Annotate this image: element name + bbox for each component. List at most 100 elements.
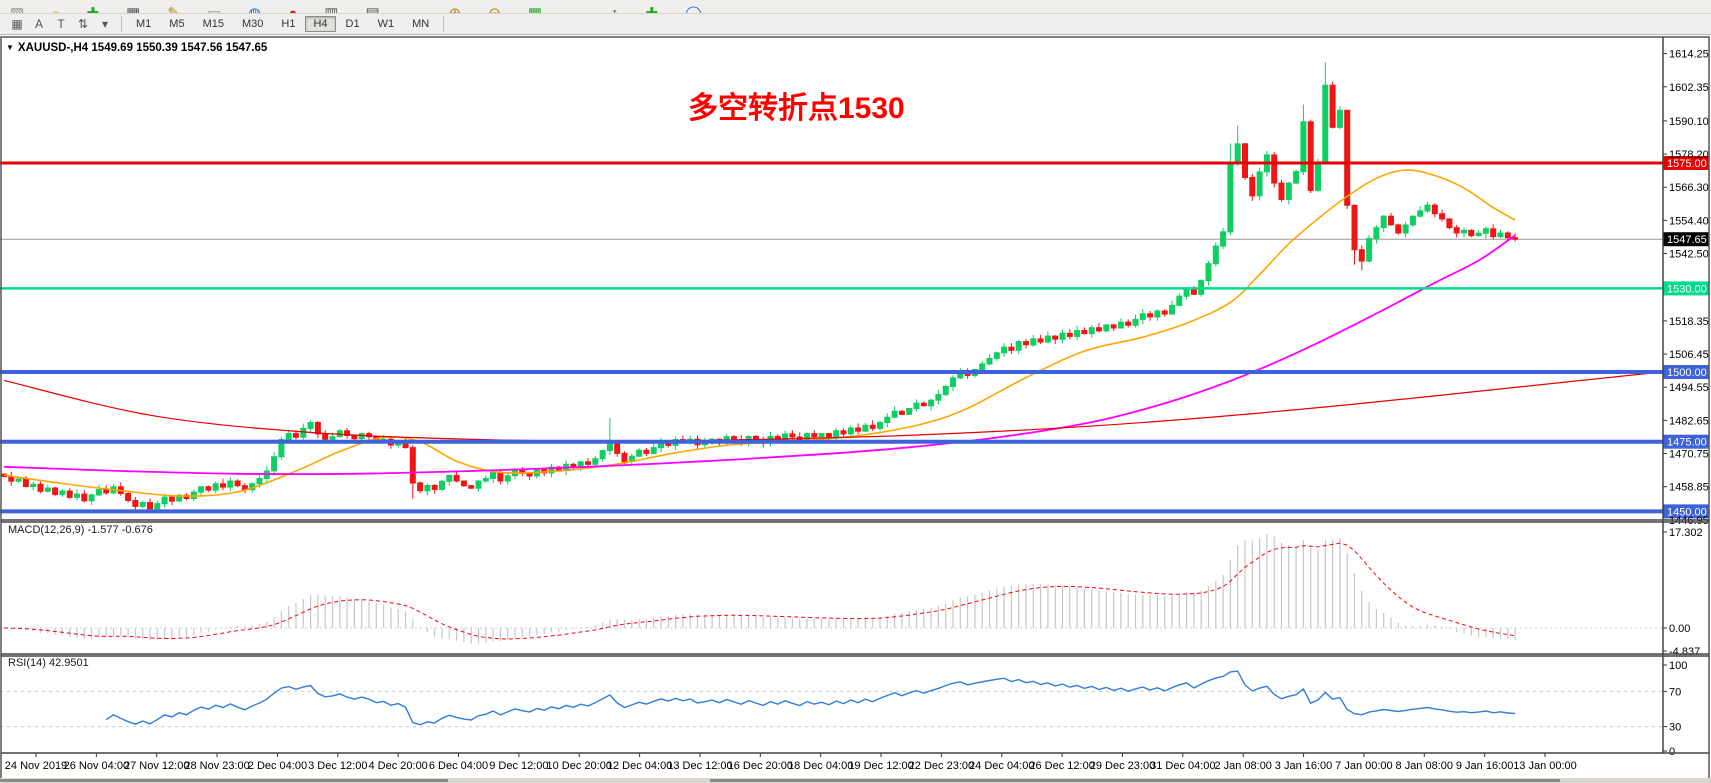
pencil-icon[interactable]: ✎ (167, 5, 180, 14)
bar-chart-icon[interactable]: ▥ (324, 5, 339, 14)
hline-price-tag (1663, 365, 1710, 380)
new-chart-icon[interactable]: ▧ (10, 5, 25, 14)
candle (869, 424, 876, 429)
hline-price-tag-text: 1500.00 (1667, 367, 1707, 379)
chart-symbol-label[interactable]: ▼ XAUUSD-,H4 1549.69 1550.39 1547.56 1547… (6, 42, 267, 54)
arrange-tool-icon[interactable]: ⇅ (77, 17, 89, 31)
time-tick-label: 7 Jan 00:00 (1335, 760, 1393, 772)
candle (986, 357, 993, 365)
candle (227, 480, 234, 488)
indicators-icon[interactable]: ▦ (126, 5, 141, 14)
time-tick-label: 16 Dec 20:00 (728, 760, 793, 772)
candle (74, 493, 80, 498)
candle (198, 486, 205, 493)
ma-mid-magenta[interactable] (3, 234, 1516, 475)
time-tick-label: 19 Dec 12:00 (848, 760, 913, 772)
candle (1388, 215, 1394, 226)
price-tick-label: 1602.35 (1669, 82, 1709, 94)
add-indicator-icon[interactable]: ✚ (645, 5, 659, 14)
candle (1147, 313, 1154, 318)
candle (1139, 313, 1146, 320)
chart-background[interactable] (1, 37, 1709, 781)
timeframe-m5[interactable]: M5 (169, 18, 185, 30)
candle (979, 363, 986, 370)
timeframe-w1[interactable]: W1 (377, 18, 395, 30)
price-tick-label: 1590.10 (1669, 116, 1709, 128)
refresh-icon[interactable]: ◯ (685, 5, 702, 14)
candle (614, 441, 621, 454)
timeframe-m30[interactable]: M30 (241, 18, 264, 30)
hline-price-tag (1663, 281, 1710, 296)
candle (1169, 304, 1175, 315)
price-tick-label: 1458.85 (1669, 482, 1709, 494)
candle (898, 410, 905, 415)
dropdown-caret-icon[interactable]: ▾ (101, 17, 109, 31)
candle (840, 430, 847, 435)
candle (1161, 310, 1168, 315)
magnifier-icon[interactable]: ⌕ (51, 5, 60, 14)
candle (154, 503, 161, 510)
candle (22, 478, 29, 487)
candle (1052, 335, 1059, 340)
stop-icon[interactable]: ● (288, 5, 298, 14)
ma-fast-orange[interactable] (3, 169, 1516, 497)
candle (1059, 332, 1066, 340)
candle (256, 478, 263, 485)
timeframe-d1[interactable]: D1 (345, 18, 360, 30)
price-tick-label: 1506.45 (1669, 349, 1709, 361)
time-tick-label: 9 Jan 16:00 (1456, 760, 1514, 772)
candle (1227, 163, 1234, 233)
macd-tick-label: -4.837 (1669, 646, 1700, 658)
new-order-icon[interactable]: ✚ (86, 5, 100, 14)
candle (592, 458, 599, 465)
ma-slow-red[interactable] (3, 371, 1662, 442)
candle (234, 480, 241, 487)
current-price-tag-text: 1547.65 (1667, 234, 1707, 246)
candle (1271, 154, 1278, 184)
price-tick-label: 1614.25 (1669, 49, 1709, 61)
timeframe-h1[interactable]: H1 (281, 18, 296, 30)
candle (1329, 84, 1336, 128)
candle (643, 449, 650, 454)
candle (1256, 171, 1263, 197)
line-chart-icon[interactable]: ▬ (406, 5, 422, 14)
vline-tool-icon[interactable]: ↕ (611, 5, 619, 14)
timeframe-mn[interactable]: MN (412, 18, 430, 30)
candle (1023, 341, 1029, 346)
candle (1044, 335, 1051, 343)
candle (1482, 228, 1489, 234)
chart-canvas[interactable]: 1575.00 1530.00 1500.00 1475.00 1450.00 1547.… (0, 35, 1711, 783)
candle (1293, 171, 1300, 184)
candle (1351, 204, 1358, 251)
hline-tool-icon[interactable]: ↔ (569, 5, 584, 14)
timeframe-m1[interactable]: M1 (136, 18, 152, 30)
zoom-out-icon[interactable]: ⊖ (488, 5, 501, 14)
text-label-tool-icon[interactable]: A (34, 17, 43, 31)
chevron-down-icon[interactable]: ▼ (6, 43, 14, 52)
globe-icon[interactable]: ◍ (248, 5, 262, 14)
tile-windows-icon[interactable]: ▦ (527, 5, 542, 14)
chart-window[interactable]: 1575.00 1530.00 1500.00 1475.00 1450.00 1547.… (0, 35, 1711, 783)
price-tick-label: 1470.75 (1669, 449, 1709, 461)
time-tick-label: 27 Nov 12:00 (124, 760, 189, 772)
candle (1066, 332, 1073, 337)
time-tick-label: 13 Dec 12:00 (667, 760, 732, 772)
hline-price-tag-text: 1575.00 (1667, 158, 1707, 170)
candle (1402, 224, 1409, 234)
candle (1475, 232, 1482, 237)
candle (66, 490, 73, 498)
candle (212, 483, 219, 491)
candle (1278, 182, 1285, 201)
candle (52, 487, 59, 495)
macd-histogram (10, 534, 1516, 644)
grid-tool-icon[interactable]: ▦ (11, 17, 23, 31)
folder-icon[interactable]: ▭ (206, 5, 222, 14)
timeframe-m15[interactable]: M15 (202, 18, 224, 30)
text-box-tool-icon[interactable]: T (57, 17, 65, 31)
candle (132, 500, 139, 507)
time-tick-label: 2 Dec 04:00 (248, 760, 307, 772)
zoom-in-icon[interactable]: ⊕ (448, 5, 462, 14)
candle (928, 399, 935, 407)
candle-chart-icon[interactable]: ▤ (365, 5, 380, 14)
timeframe-h4[interactable]: H4 (305, 16, 336, 32)
